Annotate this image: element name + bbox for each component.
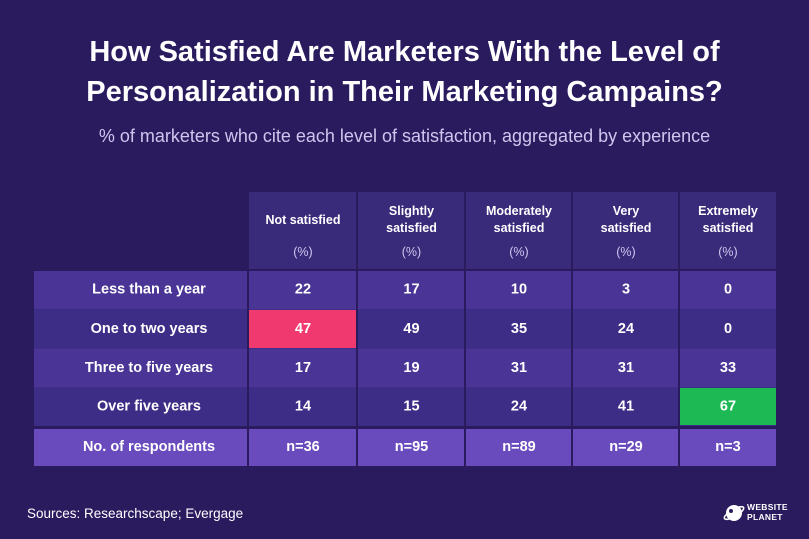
- respondents-value: n=95: [395, 439, 428, 455]
- planet-icon: [723, 505, 745, 521]
- source-note: Sources: Researchscape; Evergage: [27, 506, 244, 521]
- respondents-value: n=29: [609, 439, 642, 455]
- table-cell-value: 33: [720, 360, 736, 376]
- table-row: [34, 270, 776, 309]
- respondents-value: n=36: [286, 439, 319, 455]
- row-label: Less than a year: [92, 282, 206, 298]
- table-cell-value: 0: [724, 282, 732, 298]
- column-header-label: Very: [613, 204, 639, 218]
- table-cell-value: 17: [403, 282, 419, 298]
- table-cell-value: 24: [618, 321, 634, 337]
- respondents-row: [34, 428, 776, 466]
- row-label: Over five years: [97, 399, 201, 415]
- column-header-label: satisfied: [386, 221, 437, 235]
- chart-title: How Satisfied Are Marketers With the Lev…: [0, 32, 809, 112]
- row-label: Three to five years: [85, 360, 213, 376]
- column-header-label: Moderately: [486, 204, 552, 218]
- respondents-label: No. of respondents: [83, 439, 215, 455]
- respondents-value: n=3: [715, 439, 740, 455]
- column-header-cell: [358, 192, 465, 270]
- table-row: [34, 387, 776, 426]
- logo-line-2: PLANET: [747, 512, 783, 522]
- table-row: [34, 349, 776, 387]
- table-cell-value: 22: [295, 282, 311, 298]
- website-planet-logo: WEBSITE PLANET: [723, 499, 799, 527]
- table-cell-value: 14: [295, 399, 311, 415]
- title-line-2: Personalization in Their Marketing Campa…: [86, 76, 723, 108]
- table-cell-value: 31: [618, 360, 634, 376]
- column-header-label: Extremely: [698, 204, 758, 218]
- column-header-cell: [249, 192, 357, 270]
- table-cell-value: 3: [622, 282, 630, 298]
- column-header-label: satisfied: [703, 221, 754, 235]
- highlight-cell: [680, 388, 776, 425]
- column-header-unit: (%): [718, 245, 737, 259]
- table-cell-value: 41: [618, 399, 634, 415]
- table-cell-value: 0: [724, 321, 732, 337]
- table-cell-value: 67: [720, 399, 736, 415]
- column-header-label: satisfied: [494, 221, 545, 235]
- table-cell-value: 31: [511, 360, 527, 376]
- title-line-1: How Satisfied Are Marketers With the Lev…: [89, 36, 720, 68]
- table-cell-value: 24: [511, 399, 527, 415]
- row-label: One to two years: [91, 321, 208, 337]
- logo-line-1: WEBSITE: [747, 502, 788, 512]
- logo-text: WEBSITE PLANET: [747, 502, 788, 522]
- column-header-unit: (%): [402, 245, 421, 259]
- highlight-cell: [249, 310, 357, 348]
- table-cell-value: 10: [511, 282, 527, 298]
- table-cell-value: 19: [403, 360, 419, 376]
- column-header-label: Slightly: [389, 204, 434, 218]
- column-header-cell: [680, 192, 776, 270]
- table-cell-value: 47: [295, 321, 311, 337]
- table-cell-value: 35: [511, 321, 527, 337]
- chart-subtitle: % of marketers who cite each level of sa…: [98, 126, 711, 146]
- table-row: [34, 309, 776, 349]
- table-cell-value: 49: [403, 321, 419, 337]
- respondents-value: n=89: [502, 439, 535, 455]
- column-header-cell: [573, 192, 679, 270]
- column-header-label: satisfied: [601, 221, 652, 235]
- column-header-unit: (%): [616, 245, 635, 259]
- column-header-unit: (%): [509, 245, 528, 259]
- table-cell-value: 17: [295, 360, 311, 376]
- column-header-cell: [466, 192, 572, 270]
- column-header-unit: (%): [293, 245, 312, 259]
- table-cell-value: 15: [403, 399, 419, 415]
- column-header-label: Not satisfied: [265, 213, 340, 227]
